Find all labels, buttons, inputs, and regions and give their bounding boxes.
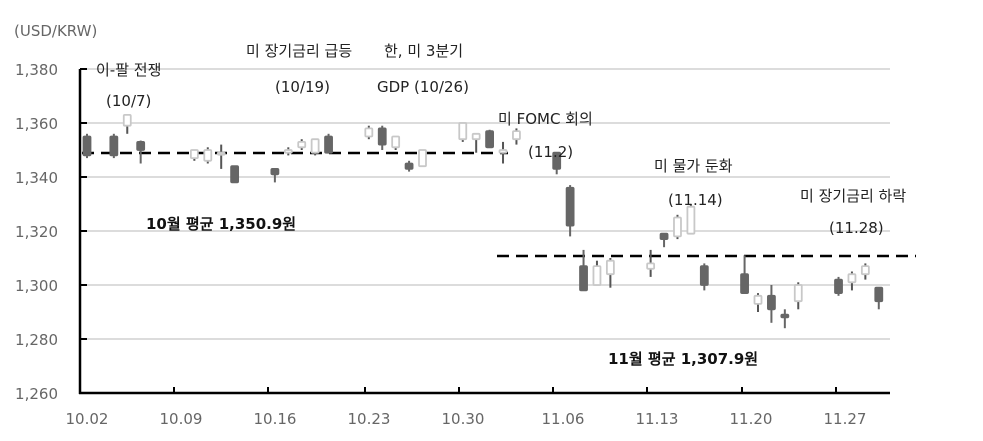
candle [418, 149, 427, 168]
candle [270, 167, 280, 183]
candle [552, 151, 562, 175]
candle [283, 147, 293, 156]
candle [767, 285, 776, 323]
annotation-line2: GDP (10/26) [377, 78, 469, 96]
candle [324, 133, 333, 154]
candle [109, 133, 119, 159]
annotation-line1: 미 장기금리 급등 [246, 42, 352, 60]
candle [216, 144, 226, 169]
candle [847, 271, 857, 291]
candle [780, 309, 790, 329]
annotation-line1: 미 장기금리 하락 [800, 187, 906, 205]
annotation-line1: 미 FOMC 회의 [498, 110, 593, 128]
x-tick-label: 11.13 [636, 410, 679, 428]
candle [230, 165, 240, 184]
candle [203, 147, 213, 164]
x-tick-label: 10.30 [442, 410, 485, 428]
candle [834, 276, 843, 296]
y-tick-label: 1,320 [15, 223, 58, 241]
x-tick-label: 10.16 [254, 410, 297, 428]
gridlines [80, 68, 890, 340]
candle [297, 139, 307, 150]
candle [404, 160, 414, 172]
annotation-line2: (10/7) [106, 92, 151, 110]
x-tick-label: 11.06 [542, 410, 585, 428]
candles [82, 114, 884, 329]
candle [565, 185, 575, 237]
x-tick-label: 10.02 [66, 410, 109, 428]
x-tick-label: 10.09 [160, 410, 203, 428]
annotation-line1: 이-팔 전쟁 [96, 61, 161, 79]
candle [377, 125, 387, 150]
annotation-line2: (11.2) [528, 143, 573, 161]
candle [740, 255, 749, 295]
candle [512, 128, 521, 145]
annotation-line1: 미 물가 둔화 [654, 157, 733, 175]
candle [860, 263, 870, 280]
candle [659, 232, 669, 248]
x-axis-labels: 10.02 10.09 10.16 10.23 10.30 11.06 11.1… [66, 410, 867, 428]
x-tick-label: 11.27 [824, 410, 867, 428]
candle [605, 258, 615, 288]
candle [189, 149, 199, 161]
y-axis-labels: 1,380 1,360 1,340 1,320 1,300 1,280 1,26… [15, 61, 58, 403]
candle [498, 141, 508, 164]
x-tick-label: 10.23 [348, 410, 391, 428]
y-tick-label: 1,360 [15, 115, 58, 133]
candle [458, 122, 468, 142]
candle [310, 138, 320, 156]
y-tick-label: 1,280 [15, 331, 58, 349]
candle [136, 140, 146, 164]
candle [471, 132, 481, 153]
candle [699, 263, 709, 291]
annotations: 이-팔 전쟁 (10/7) 미 장기금리 급등 (10/19) 한, 미 3분기… [96, 42, 906, 237]
candle [364, 125, 374, 140]
candle [753, 293, 763, 312]
annotation-line2: (11.14) [668, 191, 723, 209]
axes [78, 68, 890, 395]
average-lines [82, 151, 916, 258]
candle [646, 249, 656, 277]
october-average-label: 10월 평균 1,350.9원 [146, 215, 296, 233]
candle [874, 286, 884, 310]
annotation-line2: (10/19) [275, 78, 330, 96]
annotation-line2: (11.28) [829, 219, 884, 237]
y-tick-label: 1,380 [15, 61, 58, 79]
candle [592, 260, 602, 286]
y-tick-label: 1,340 [15, 169, 58, 187]
november-average-label: 11월 평균 1,307.9원 [608, 350, 758, 368]
y-tick-label: 1,300 [15, 277, 58, 295]
y-tick-label: 1,260 [15, 385, 58, 403]
candle [391, 135, 401, 150]
x-tick-label: 11.20 [730, 410, 773, 428]
candle [122, 114, 132, 134]
candle [793, 282, 803, 310]
candle [673, 214, 682, 240]
candle [686, 204, 696, 235]
annotation-line1: 한, 미 3분기 [384, 42, 463, 60]
y-unit-label: (USD/KRW) [14, 22, 97, 40]
candle [579, 249, 588, 292]
candle [485, 129, 495, 149]
candle [82, 133, 92, 159]
